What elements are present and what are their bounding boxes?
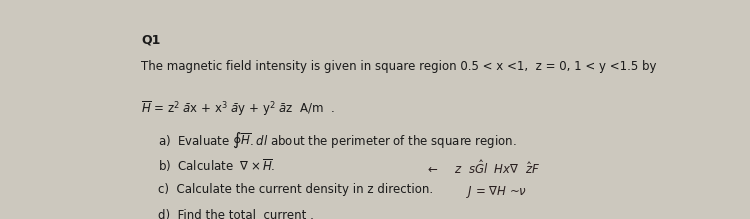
- Text: Q1: Q1: [142, 33, 160, 46]
- Text: b)  Calculate  $\nabla \times \overline{H}$.: b) Calculate $\nabla \times \overline{H}…: [158, 157, 275, 174]
- Text: c)  Calculate the current density in z direction.: c) Calculate the current density in z di…: [158, 183, 433, 196]
- Text: The magnetic field intensity is given in square region 0.5 < x <1,  z = 0, 1 < y: The magnetic field intensity is given in…: [142, 60, 657, 73]
- Text: a)  Evaluate $\oint\overline{H}.dl$ about the perimeter of the square region.: a) Evaluate $\oint\overline{H}.dl$ about…: [158, 131, 517, 150]
- Text: $\overline{H}$ = z$^2$ $\bar{a}$x + x$^3$ $\bar{a}$y + y$^2$ $\bar{a}$z  A/m  .: $\overline{H}$ = z$^2$ $\bar{a}$x + x$^3…: [142, 99, 335, 118]
- Text: J = $\nabla$H ~$\nu$: J = $\nabla$H ~$\nu$: [466, 184, 527, 200]
- Text: $\leftarrow$    z  s$\hat{G}$l  Hx$\nabla$  $\hat{z}$F: $\leftarrow$ z s$\hat{G}$l Hx$\nabla$ $\…: [425, 159, 540, 177]
- Text: d)  Find the total  current .: d) Find the total current .: [158, 209, 314, 219]
